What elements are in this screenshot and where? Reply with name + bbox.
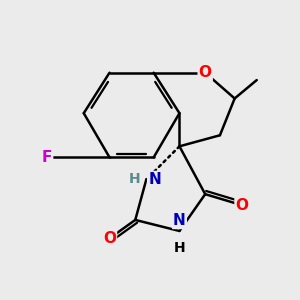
Text: O: O [103,231,116,246]
Text: N: N [173,213,186,228]
Text: O: O [236,198,248,213]
Text: H: H [174,241,185,255]
Text: H: H [129,172,141,186]
Text: N: N [148,172,161,187]
Text: O: O [199,65,212,80]
Text: F: F [42,150,52,165]
